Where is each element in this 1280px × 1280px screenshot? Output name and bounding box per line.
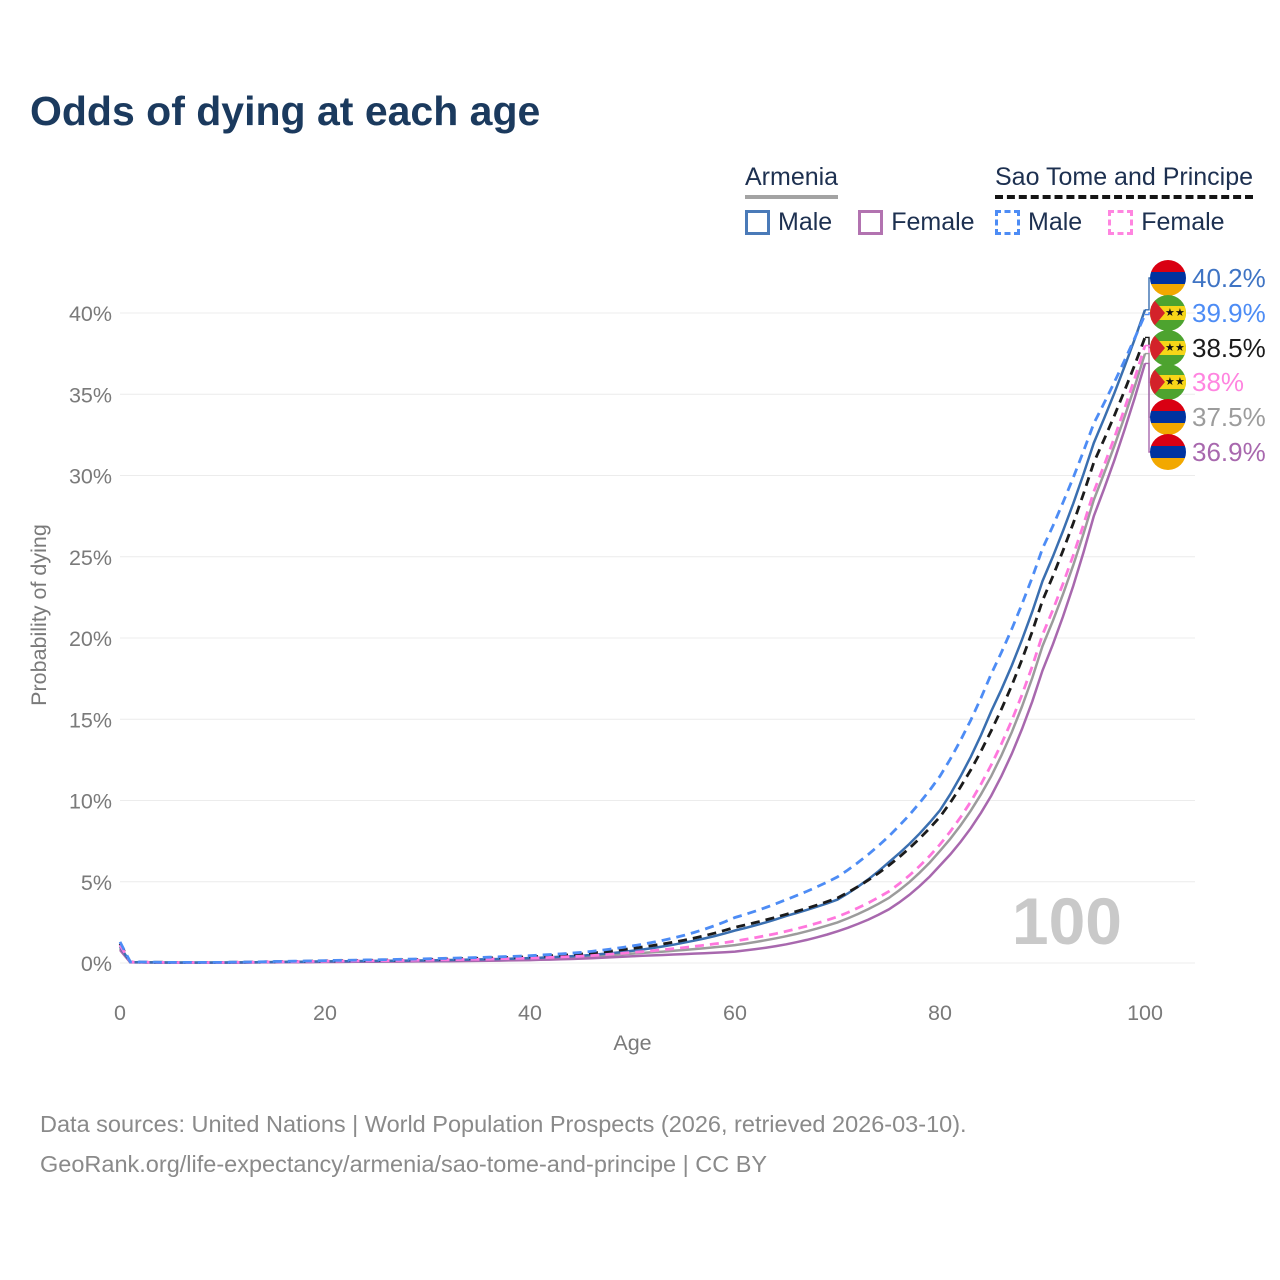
legend-item-sao-tome-female[interactable]: Female: [1108, 208, 1225, 237]
end-value: 37.5%: [1192, 402, 1266, 433]
x-tick-label: 100: [1127, 1001, 1163, 1025]
series-line-armenia-female: [119, 363, 1147, 964]
legend-header-sao-tome: Sao Tome and Principe: [995, 163, 1254, 199]
series-line-stp-both: [118, 336, 1147, 964]
legend-item-label: Male: [1028, 208, 1083, 236]
armenia-flag-icon: [1150, 434, 1186, 470]
data-source-line1: Data sources: United Nations | World Pop…: [40, 1111, 967, 1137]
sao-tome-flag-icon: ★ ★: [1150, 294, 1186, 331]
end-label-armenia-male: 40.2%: [1150, 260, 1266, 296]
armenia-male-swatch-icon: [745, 210, 770, 235]
sao-tome-male-swatch-icon: [995, 210, 1020, 235]
end-label-sao-tome-female: ★ ★ 38%: [1150, 364, 1245, 401]
y-tick-label: 10%: [69, 790, 112, 814]
page-title: Odds of dying at each age: [30, 88, 541, 134]
data-source-note: Data sources: United Nations | World Pop…: [40, 1104, 967, 1184]
y-axis-title: Probability of dying: [27, 524, 51, 706]
end-value: 38%: [1192, 367, 1245, 398]
series-line-stp-male: [118, 314, 1147, 964]
legend-header-armenia: Armenia: [745, 163, 839, 199]
legend-item-armenia-female[interactable]: Female: [858, 208, 975, 237]
sao-tome-flag-icon: ★ ★: [1150, 329, 1186, 366]
x-tick-label: 80: [928, 1001, 952, 1025]
series-line-armenia-both: [118, 353, 1147, 964]
sao-tome-female-swatch-icon: [1108, 210, 1134, 235]
y-tick-label: 0%: [81, 952, 112, 976]
end-value: 39.9%: [1192, 297, 1266, 328]
y-tick-label: 40%: [69, 302, 112, 326]
legend-item-label: Female: [891, 208, 975, 236]
data-source-line2: GeoRank.org/life-expectancy/armenia/sao-…: [40, 1151, 768, 1177]
y-tick-label: 35%: [69, 383, 112, 407]
end-value: 40.2%: [1192, 263, 1266, 293]
armenia-flag-icon: [1150, 399, 1186, 436]
armenia-female-swatch-icon: [858, 210, 884, 235]
legend-item-label: Male: [778, 208, 833, 236]
sao-tome-flag-icon: ★ ★: [1150, 364, 1186, 401]
age-watermark: 100: [1012, 884, 1122, 958]
end-label-sao-tome-both: ★ ★ 38.5%: [1150, 329, 1266, 366]
x-axis-title: Age: [613, 1031, 651, 1055]
y-tick-label: 5%: [81, 871, 112, 895]
y-tick-label: 25%: [69, 546, 112, 570]
series-line-armenia-male: [118, 309, 1147, 964]
x-tick-label: 0: [114, 1001, 126, 1025]
legend-item-sao-tome-male[interactable]: Male: [995, 208, 1082, 237]
legend-group-sao-tome: Sao Tome and Principe Male Female: [995, 163, 1254, 237]
y-tick-label: 15%: [69, 708, 112, 732]
x-tick-label: 20: [313, 1001, 337, 1025]
end-label-armenia-female: 36.9%: [1150, 434, 1266, 470]
armenia-flag-icon: [1150, 260, 1186, 296]
legend-item-armenia-male[interactable]: Male: [745, 208, 832, 237]
end-value: 36.9%: [1192, 437, 1266, 467]
legend-group-armenia: Armenia Male Female: [745, 163, 975, 237]
y-tick-label: 20%: [69, 627, 112, 651]
y-tick-label: 30%: [69, 465, 112, 489]
end-label-armenia-both: 37.5%: [1150, 399, 1266, 436]
x-tick-label: 40: [518, 1001, 542, 1025]
series-line-stp-female: [118, 345, 1147, 964]
x-tick-label: 60: [723, 1001, 747, 1025]
legend-item-label: Female: [1141, 208, 1225, 236]
end-label-sao-tome-male: ★ ★ 39.9%: [1150, 294, 1266, 331]
end-value: 38.5%: [1192, 332, 1266, 363]
